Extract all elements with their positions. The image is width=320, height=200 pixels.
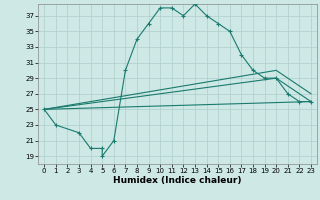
X-axis label: Humidex (Indice chaleur): Humidex (Indice chaleur)	[113, 176, 242, 185]
